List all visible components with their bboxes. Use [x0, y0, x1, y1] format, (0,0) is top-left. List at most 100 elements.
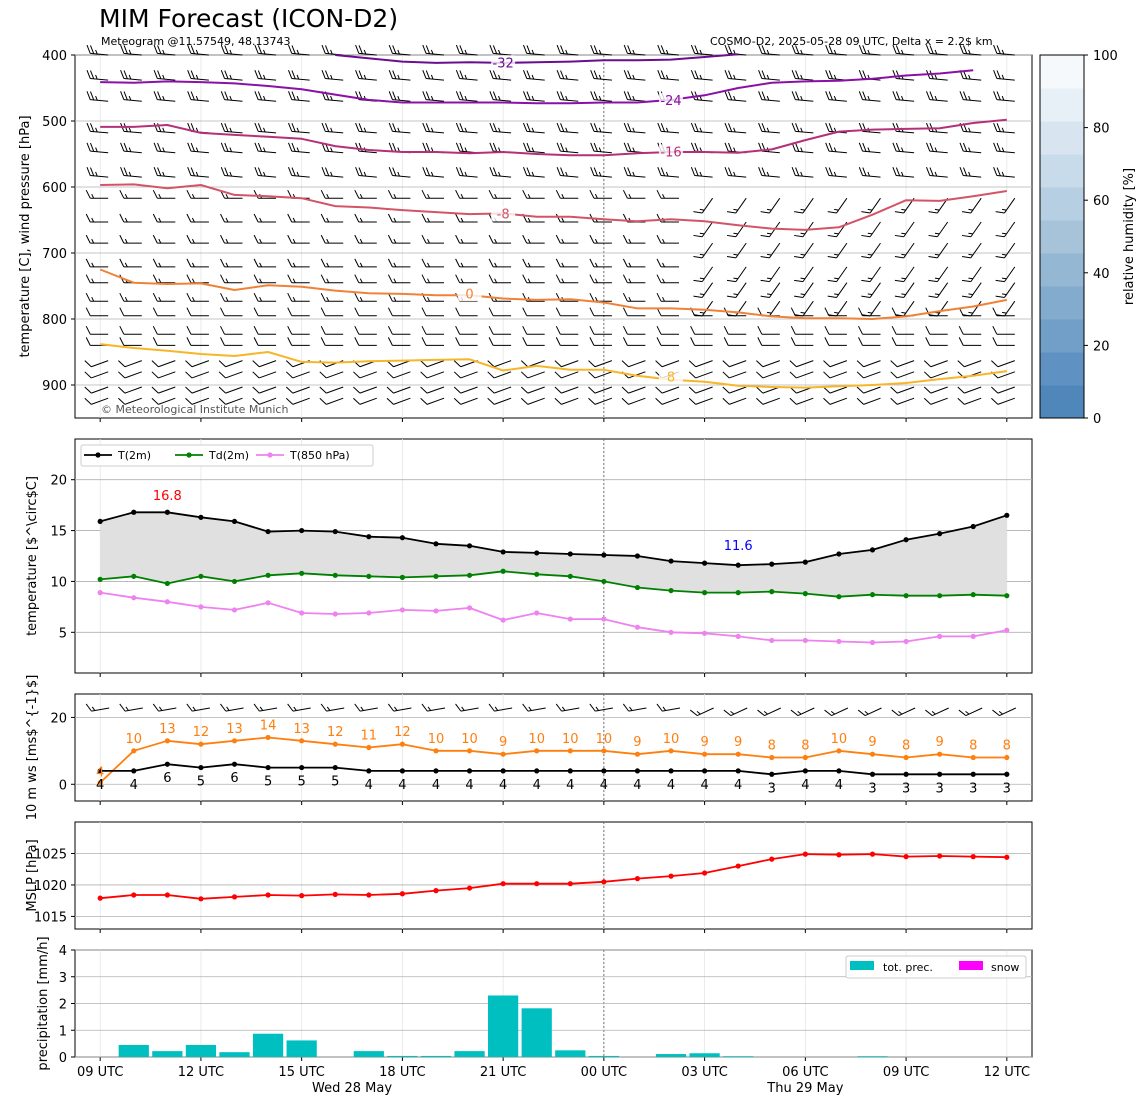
barb-staff	[795, 99, 814, 102]
series-t850-point	[836, 638, 842, 645]
barb-staff	[123, 78, 142, 81]
wind-barb	[621, 397, 646, 405]
barb-staff	[701, 282, 714, 298]
series-t850-point	[802, 637, 808, 644]
wind-barb	[355, 44, 377, 56]
wind-barb	[152, 234, 176, 244]
barb-half	[363, 49, 367, 55]
series-mslp-point	[836, 852, 842, 858]
barb-half	[124, 262, 128, 268]
barb-staff	[661, 386, 680, 394]
barb-flag	[556, 122, 561, 132]
barb-half	[833, 95, 837, 101]
barb-flag	[560, 70, 565, 80]
barb-staff	[764, 707, 782, 717]
wind-barb	[523, 142, 545, 154]
barb-flag	[254, 70, 259, 79]
barb-staff	[897, 397, 915, 405]
series-td2m-point	[802, 591, 808, 597]
wind-barb	[726, 266, 747, 283]
wind-barb	[995, 197, 1016, 214]
precip-bar	[723, 1056, 754, 1057]
barb-flag	[996, 91, 1001, 101]
wind-barb	[119, 213, 142, 223]
barb-flag	[526, 142, 531, 152]
wind-barb	[823, 360, 848, 368]
barb-staff	[694, 78, 713, 81]
barb-flag	[220, 234, 225, 244]
series-td2m-point	[164, 580, 170, 587]
barb-flag	[287, 213, 293, 223]
wind-barb	[961, 266, 982, 283]
barb-flag	[795, 142, 800, 152]
barb-half	[292, 217, 296, 223]
wind-barb	[85, 307, 109, 317]
barb-half	[195, 171, 199, 177]
barb-flag	[387, 703, 395, 712]
barb-flag	[185, 397, 193, 405]
barb-flag	[489, 70, 494, 79]
wind-barb	[455, 91, 478, 102]
barb-flag	[455, 307, 461, 316]
barb-half	[494, 238, 498, 244]
barb-flag	[287, 274, 293, 283]
wind-barb	[455, 258, 478, 268]
barb-half	[527, 217, 531, 223]
barb-flag	[425, 142, 431, 152]
barb-staff	[493, 99, 512, 102]
barb-flag	[220, 213, 225, 223]
barb-half	[968, 293, 973, 296]
barb-staff	[836, 300, 848, 317]
wind-barb	[387, 337, 411, 346]
barb-half	[934, 208, 940, 211]
wind-barb	[151, 371, 176, 379]
barb-flag	[321, 122, 326, 132]
series-t2m-point	[668, 558, 674, 564]
barb-staff	[628, 386, 646, 394]
barb-flag	[856, 360, 864, 368]
barb-flag	[288, 91, 293, 100]
barb-flag	[693, 279, 703, 283]
series-t2m-point	[433, 541, 439, 547]
barb-half	[699, 127, 703, 133]
colorbar-band	[1040, 286, 1084, 320]
barb-staff	[929, 175, 948, 178]
barb-flag	[858, 337, 863, 346]
wind-barb	[957, 397, 982, 405]
wind-barb	[151, 360, 176, 368]
barb-staff	[326, 386, 344, 394]
barb-flag	[992, 307, 998, 316]
barb-staff	[526, 150, 545, 154]
barb-flag	[756, 397, 764, 405]
barb-half	[461, 706, 465, 711]
barb-half	[867, 95, 871, 101]
series-t2m-point	[131, 509, 137, 515]
barb-flag	[422, 142, 427, 152]
colorbar-tick-label: 0	[1093, 412, 1101, 427]
barb-half	[1001, 171, 1005, 177]
wind-barb-surface	[723, 707, 748, 717]
wind-barb	[722, 397, 747, 405]
barb-flag	[190, 167, 195, 177]
barb-staff	[627, 175, 646, 178]
barb-flag	[723, 709, 732, 716]
barb-half	[800, 232, 806, 235]
barb-staff	[701, 197, 714, 214]
wind-barb	[926, 44, 948, 56]
wind-barb	[791, 167, 814, 178]
barb-staff	[393, 386, 411, 394]
wind-barb	[420, 386, 445, 394]
barb-half	[393, 193, 397, 199]
barb-half	[162, 95, 165, 101]
barb-flag	[992, 337, 998, 346]
barb-half	[498, 49, 501, 55]
barb-flag	[760, 279, 770, 283]
barb-flag	[422, 91, 427, 100]
barb-flag	[152, 703, 159, 712]
wind-barb-surface	[488, 703, 513, 712]
barb-staff	[897, 371, 915, 379]
wind-barb	[589, 292, 612, 302]
wind-barb	[894, 197, 915, 214]
barb-half	[766, 277, 772, 280]
barb-flag	[622, 337, 628, 346]
